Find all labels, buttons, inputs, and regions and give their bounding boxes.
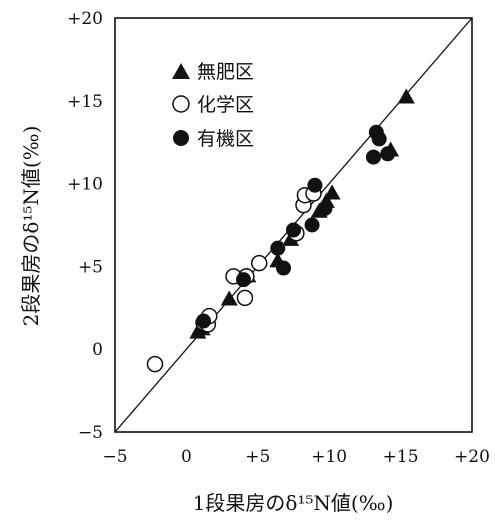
x-tick-label: +20 [454, 447, 490, 467]
data-point-yukiku [236, 272, 252, 288]
data-point-mubiku [220, 290, 238, 306]
data-point-mubiku [323, 184, 341, 200]
legend: 無肥区 化学区 有機区 [172, 61, 254, 150]
y-tick-label: +10 [67, 175, 103, 195]
y-tick-label: +15 [67, 92, 103, 112]
data-point-mubiku [397, 88, 415, 104]
data-point-yukiku [307, 177, 323, 193]
y-axis-title: 2段果房のδ¹⁵N値(‰) [19, 126, 43, 327]
data-point-kagakuku [236, 289, 254, 307]
legend-marker-filled-circle [173, 130, 189, 146]
data-point-yukiku [276, 260, 292, 276]
data-point-yukiku [317, 200, 333, 216]
y-tick-label: +20 [67, 9, 103, 29]
data-point-yukiku [304, 217, 320, 233]
x-axis-title: 1段果房のδ¹⁵N値(‰) [193, 491, 394, 515]
legend-label-kagakuku: 化学区 [197, 94, 254, 116]
data-point-yukiku [196, 313, 212, 329]
data-point-yukiku [371, 131, 387, 147]
legend-label-mubiku: 無肥区 [197, 61, 254, 83]
legend-marker-open-circle [172, 95, 190, 113]
plot-frame [114, 17, 473, 433]
y-tick-label: −5 [78, 423, 103, 443]
x-tick-label: +5 [245, 447, 270, 467]
data-point-yukiku [380, 146, 396, 162]
legend-marker-triangle [172, 63, 190, 79]
data-point-yukiku [365, 149, 381, 165]
x-tick-label: −5 [102, 447, 127, 467]
data-point-kagakuku [146, 355, 164, 373]
y-tick-label: 0 [92, 340, 103, 360]
legend-label-yukiku: 有機区 [197, 128, 254, 150]
data-points [146, 88, 415, 373]
x-tick-label: +10 [311, 447, 347, 467]
data-point-yukiku [286, 222, 301, 238]
x-tick-label: +15 [383, 447, 419, 467]
y-axis-ticks: −5 0 +5 +10 +15 +20 [67, 9, 103, 443]
x-tick-label: 0 [181, 447, 192, 467]
x-axis-ticks: −5 0 +5 +10 +15 +20 [102, 447, 489, 467]
y-tick-label: +5 [78, 257, 103, 277]
data-point-yukiku [270, 240, 286, 256]
data-point-kagakuku [250, 254, 268, 272]
